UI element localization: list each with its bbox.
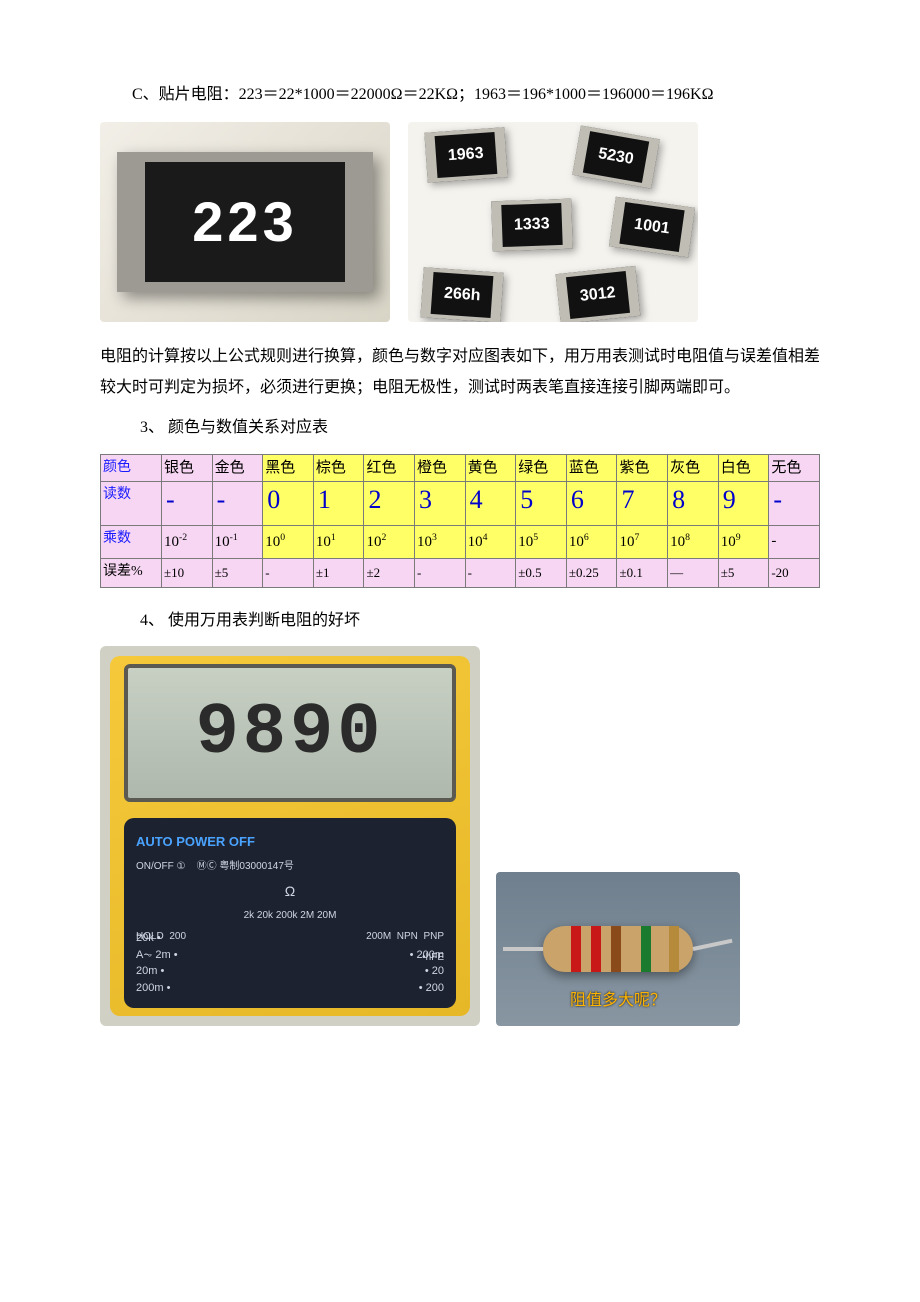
reading-cell: 2 (364, 482, 415, 526)
multimeter-panel: AUTO POWER OFF ON/OFF ① ⓂⒸ 粤制03000147号 Ω… (124, 818, 456, 1008)
meter-range-label: 200m • (136, 980, 178, 997)
tolerance-cell: -20 (769, 558, 820, 587)
reading-cell: 5 (516, 482, 567, 526)
color-name-cell: 灰色 (668, 454, 719, 482)
meter-range-label: • 200 (410, 980, 444, 997)
resistor-band (611, 926, 621, 972)
explanation-paragraph: 电阻的计算按以上公式规则进行换算，颜色与数字对应图表如下，用万用表测试时电阻值与… (100, 342, 820, 403)
reading-cell: 4 (465, 482, 516, 526)
smd-formula-line: C、贴片电阻：223＝22*1000＝22000Ω＝22KΩ；1963＝196*… (100, 80, 820, 110)
reading-cell: - (769, 482, 820, 526)
section-4-title: 4、 使用万用表判断电阻的好坏 (100, 606, 820, 636)
smd-chip: 3012 (556, 266, 640, 322)
reading-cell: 6 (566, 482, 617, 526)
multimeter-photo: 9890 AUTO POWER OFF ON/OFF ① ⓂⒸ 粤制030001… (100, 646, 480, 1026)
resistor-photo: 阻值多大呢？ (496, 872, 740, 1026)
multiplier-cell: 100 (263, 525, 314, 558)
tolerance-cell: ±1 (313, 558, 364, 587)
onoff-label: ON/OFF ① (136, 861, 186, 872)
smd-chip: 5230 (572, 126, 659, 189)
multiplier-cell: 109 (718, 525, 769, 558)
multiplier-cell: 101 (313, 525, 364, 558)
reading-cell: 0 (263, 482, 314, 526)
resistor-band (641, 926, 651, 972)
tolerance-cell: ±0.5 (516, 558, 567, 587)
color-name-cell: 黑色 (263, 454, 314, 482)
color-name-cell: 金色 (212, 454, 263, 482)
color-code-table: 颜色银色金色黑色棕色红色橙色黄色绿色蓝色紫色灰色白色无色读数--01234567… (100, 454, 820, 588)
smd-chip: 1963 (424, 128, 507, 184)
row-label: 乘数 (101, 525, 162, 558)
tolerance-cell: - (415, 558, 466, 587)
smd-photo-223: 223 (100, 122, 390, 322)
tolerance-cell: ±5 (718, 558, 769, 587)
color-name-cell: 蓝色 (566, 454, 617, 482)
color-name-cell: 紫色 (617, 454, 668, 482)
auto-power-off-label: AUTO POWER OFF (136, 834, 255, 849)
range-200M: 200M (366, 931, 391, 942)
resistor-caption: 阻值多大呢？ (496, 986, 740, 1016)
meter-range-label: 20k • (136, 930, 178, 947)
mc-label: ⓂⒸ 粤制03000147号 (197, 861, 294, 872)
color-name-cell: 白色 (718, 454, 769, 482)
multiplier-cell: 10-1 (212, 525, 263, 558)
resistor-body (543, 926, 693, 972)
smd-chip: 1333 (491, 199, 572, 252)
tolerance-cell: ±10 (162, 558, 213, 587)
color-name-cell: 棕色 (313, 454, 364, 482)
tolerance-cell: ±2 (364, 558, 415, 587)
meter-range-label: • 20 (410, 963, 444, 980)
range-top-row: 2k 20k 200k 2M 20M (136, 906, 444, 925)
meter-range-label: A⏦ 2m • (136, 947, 178, 964)
color-name-cell: 黄色 (465, 454, 516, 482)
multiplier-cell: 102 (364, 525, 415, 558)
tolerance-cell: ±5 (212, 558, 263, 587)
multiplier-cell: 105 (516, 525, 567, 558)
reading-cell: 9 (718, 482, 769, 526)
tolerance-cell: - (263, 558, 314, 587)
reading-cell: 7 (617, 482, 668, 526)
smd-photo-group: 1963 52301333 1001 266h 3012 (408, 122, 698, 322)
color-name-cell: 红色 (364, 454, 415, 482)
npn-label: NPN (397, 931, 418, 942)
multiplier-cell: 108 (668, 525, 719, 558)
reading-cell: - (212, 482, 263, 526)
reading-cell: 1 (313, 482, 364, 526)
multiplier-cell: - (769, 525, 820, 558)
tolerance-cell: ±0.25 (566, 558, 617, 587)
smd-photo-row: 223 1963 52301333 1001 266h 3012 (100, 122, 820, 322)
multimeter-lcd: 9890 (124, 664, 456, 802)
color-name-cell: 橙色 (415, 454, 466, 482)
meter-range-label: 20m • (136, 963, 178, 980)
tolerance-cell: — (668, 558, 719, 587)
multiplier-cell: 107 (617, 525, 668, 558)
resistor-band (669, 926, 679, 972)
meter-range-label: • 200m (410, 947, 444, 964)
resistor-band (571, 926, 581, 972)
multiplier-cell: 104 (465, 525, 516, 558)
section-3-title: 3、 颜色与数值关系对应表 (100, 413, 820, 443)
row-label: 颜色 (101, 454, 162, 482)
row-label: 读数 (101, 482, 162, 526)
smd-chip: 1001 (609, 197, 695, 258)
pnp-label: PNP (423, 931, 444, 942)
reading-cell: - (162, 482, 213, 526)
resistor-band (591, 926, 601, 972)
multiplier-cell: 103 (415, 525, 466, 558)
multimeter-photo-row: 9890 AUTO POWER OFF ON/OFF ① ⓂⒸ 粤制030001… (100, 646, 820, 1026)
multiplier-cell: 10-2 (162, 525, 213, 558)
smd-chip: 266h (420, 268, 504, 323)
reading-cell: 8 (668, 482, 719, 526)
color-name-cell: 绿色 (516, 454, 567, 482)
tolerance-cell: ±0.1 (617, 558, 668, 587)
reading-cell: 3 (415, 482, 466, 526)
tolerance-cell: - (465, 558, 516, 587)
smd-chip-big: 223 (117, 152, 373, 292)
color-name-cell: 银色 (162, 454, 213, 482)
ohm-symbol: Ω (285, 883, 295, 899)
multiplier-cell: 106 (566, 525, 617, 558)
color-name-cell: 无色 (769, 454, 820, 482)
row-label: 误差% (101, 558, 162, 587)
